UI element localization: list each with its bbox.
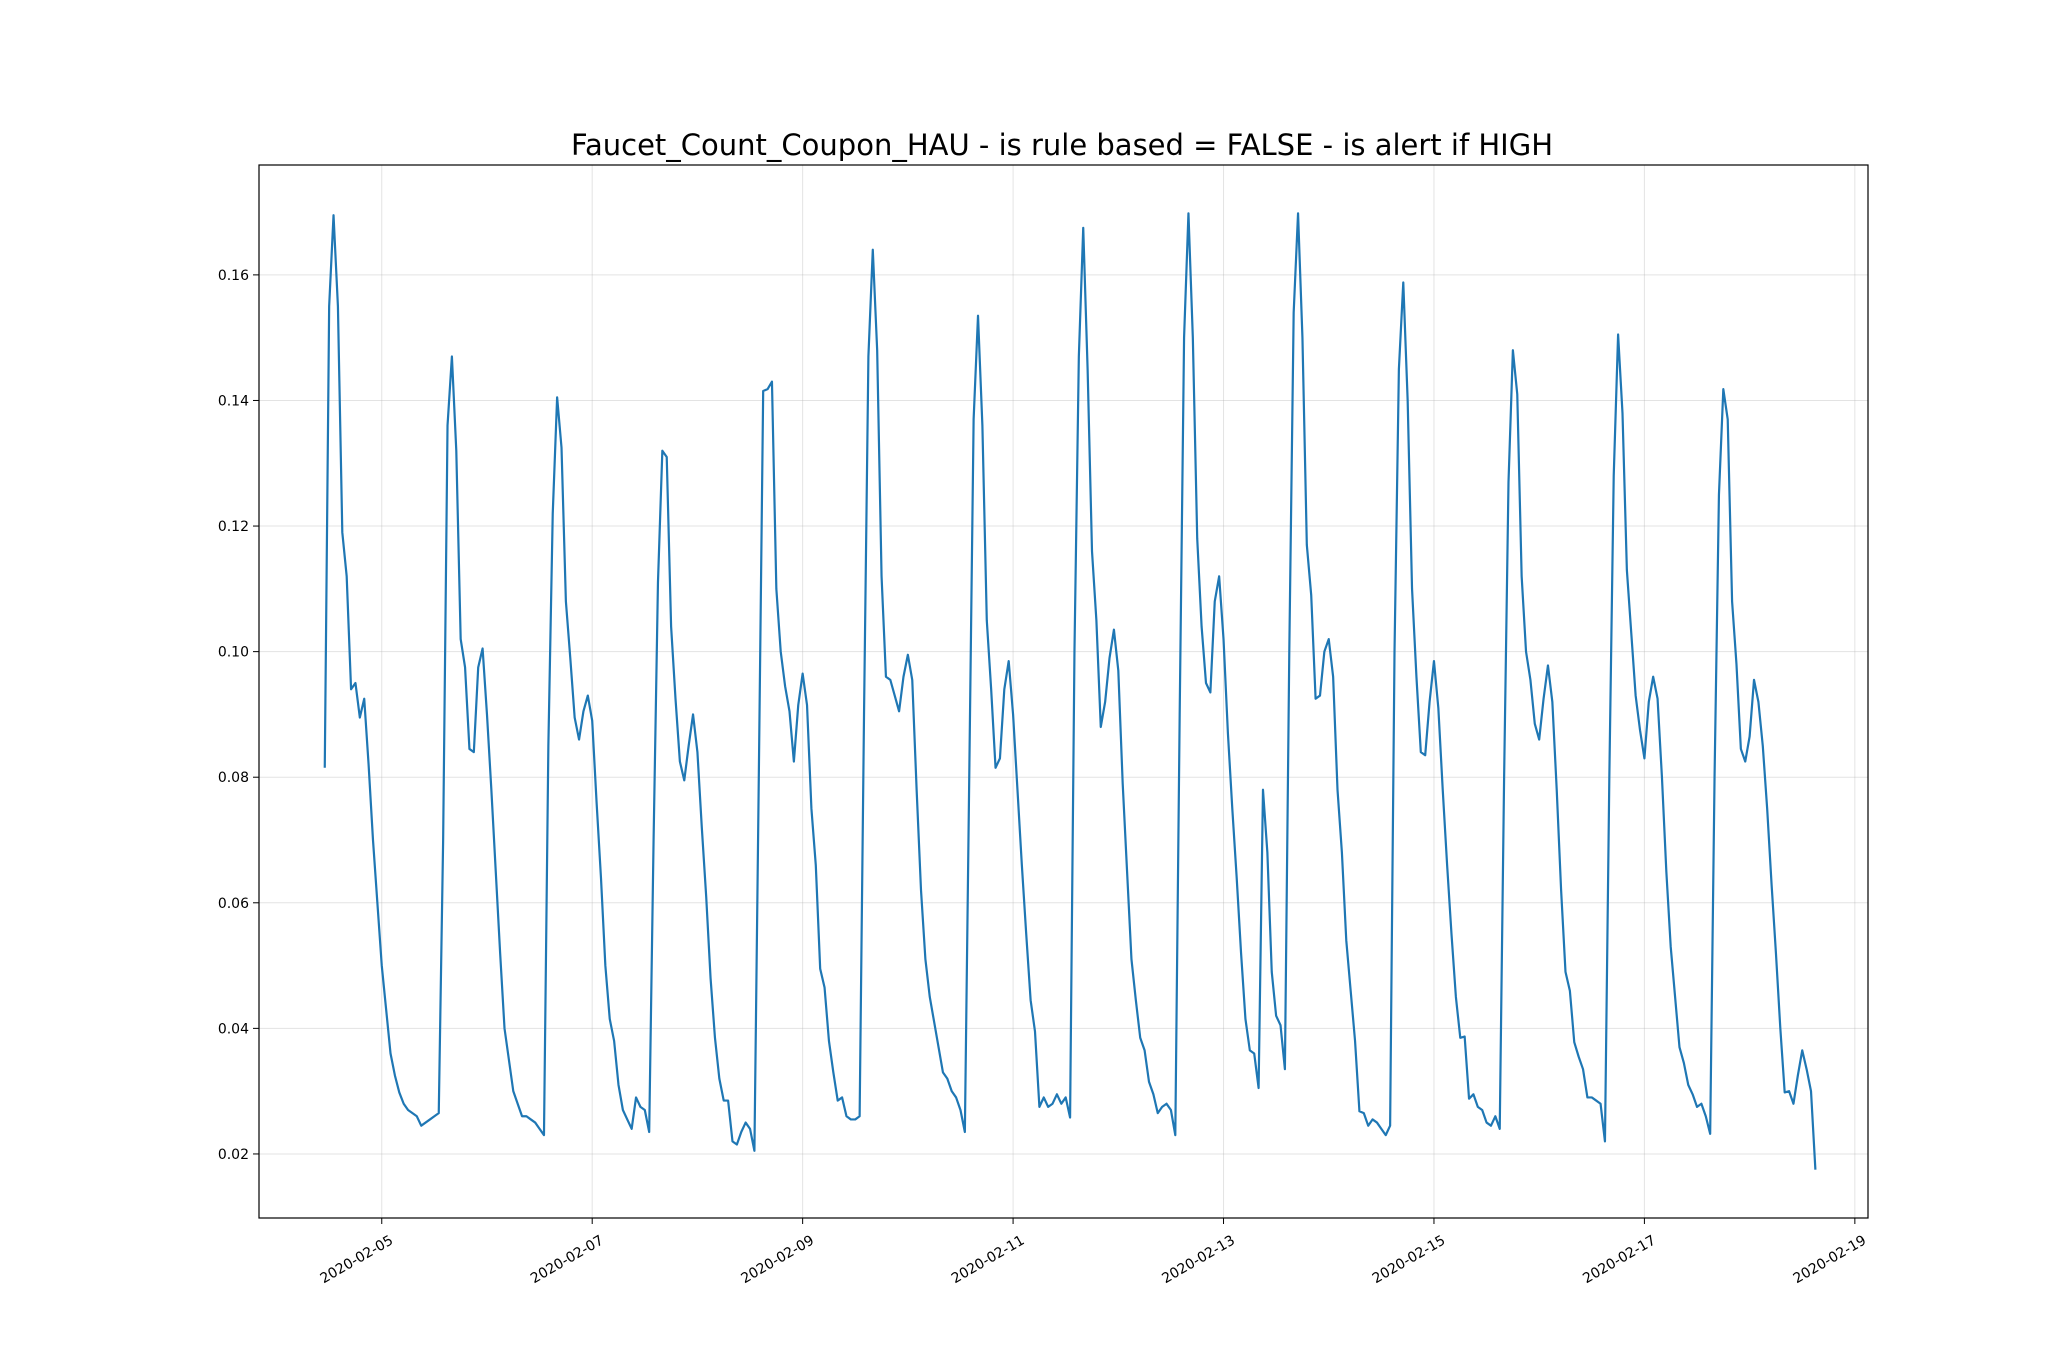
y-tick-label: 0.12 [218, 519, 249, 535]
series-line [323, 212, 1817, 1170]
series-layer [323, 212, 1817, 1170]
y-axis: 0.02 0.04 0.06 0.08 0.10 0.12 0.14 0.16 [218, 268, 259, 1163]
y-tick-label: 0.06 [218, 896, 249, 912]
y-tick-label: 0.08 [218, 770, 249, 786]
y-tick-label: 0.10 [218, 645, 249, 661]
y-tick-label: 0.14 [218, 393, 249, 409]
y-tick-label: 0.02 [218, 1147, 249, 1163]
y-tick-label: 0.16 [218, 268, 249, 284]
plot-area-frame [258, 164, 1869, 1219]
y-tick-label: 0.04 [218, 1021, 249, 1037]
gridlines [259, 165, 1868, 1218]
chart-title: Faucet_Count_Coupon_HAU - is rule based … [571, 128, 1553, 162]
